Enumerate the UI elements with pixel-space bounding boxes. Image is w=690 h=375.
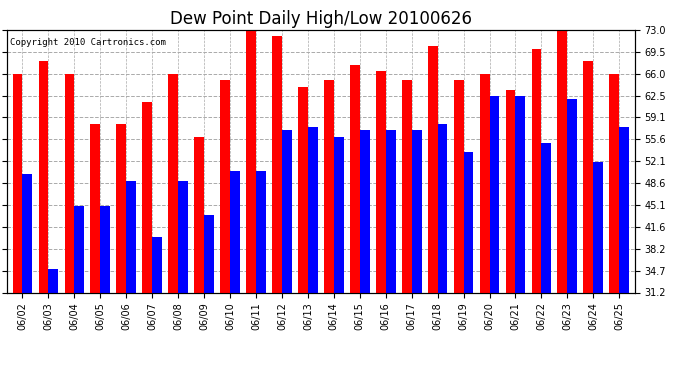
Bar xyxy=(567,99,578,375)
Bar xyxy=(324,80,334,375)
Bar xyxy=(489,96,500,375)
Bar xyxy=(126,181,136,375)
Bar xyxy=(558,30,567,375)
Text: Copyright 2010 Cartronics.com: Copyright 2010 Cartronics.com xyxy=(10,38,166,47)
Bar xyxy=(386,130,395,375)
Bar xyxy=(64,74,75,375)
Bar xyxy=(542,143,551,375)
Bar xyxy=(282,130,292,375)
Bar xyxy=(515,96,525,375)
Bar xyxy=(100,206,110,375)
Bar xyxy=(480,74,489,375)
Bar xyxy=(609,74,619,375)
Bar xyxy=(12,74,23,375)
Bar xyxy=(437,124,448,375)
Bar xyxy=(454,80,464,375)
Bar xyxy=(359,130,370,375)
Bar xyxy=(298,87,308,375)
Bar xyxy=(90,124,100,375)
Bar xyxy=(593,162,603,375)
Bar xyxy=(272,36,282,375)
Title: Dew Point Daily High/Low 20100626: Dew Point Daily High/Low 20100626 xyxy=(170,10,472,28)
Bar xyxy=(584,62,593,375)
Bar xyxy=(23,174,32,375)
Bar xyxy=(204,215,214,375)
Bar xyxy=(412,130,422,375)
Bar xyxy=(39,62,48,375)
Bar xyxy=(194,137,204,375)
Bar xyxy=(619,128,629,375)
Bar xyxy=(350,64,359,375)
Bar xyxy=(220,80,230,375)
Bar xyxy=(48,268,58,375)
Bar xyxy=(168,74,178,375)
Bar xyxy=(402,80,412,375)
Bar xyxy=(428,46,437,375)
Bar xyxy=(152,237,162,375)
Bar xyxy=(308,128,317,375)
Bar xyxy=(376,71,386,375)
Bar xyxy=(506,90,515,375)
Bar xyxy=(178,181,188,375)
Bar xyxy=(464,153,473,375)
Bar xyxy=(117,124,126,375)
Bar xyxy=(230,171,240,375)
Bar xyxy=(531,49,542,375)
Bar xyxy=(256,171,266,375)
Bar xyxy=(334,137,344,375)
Bar xyxy=(246,30,256,375)
Bar xyxy=(142,102,152,375)
Bar xyxy=(75,206,84,375)
